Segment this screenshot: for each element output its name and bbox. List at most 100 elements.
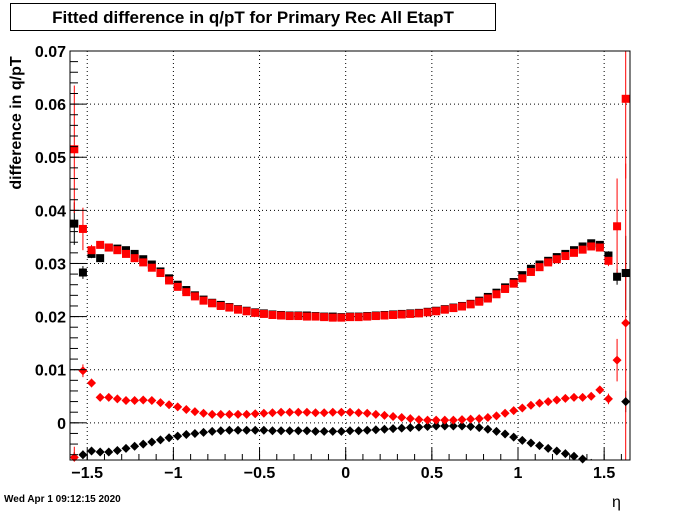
data-point-diamond — [379, 410, 389, 420]
data-point-square — [139, 258, 148, 267]
data-point-square — [346, 313, 354, 322]
data-point-diamond — [311, 426, 321, 436]
data-point-diamond — [379, 424, 389, 434]
data-point-square — [156, 269, 165, 278]
data-point-square — [552, 255, 561, 264]
data-point-diamond — [535, 398, 545, 408]
data-point-diamond — [457, 421, 467, 431]
data-point-square — [526, 267, 535, 276]
data-point-diamond — [207, 409, 217, 419]
data-point-diamond — [155, 435, 165, 445]
data-point-square — [277, 311, 286, 320]
data-point-diamond — [259, 408, 269, 418]
data-point-diamond — [345, 426, 355, 436]
data-point-square — [613, 222, 622, 231]
data-point-diamond — [130, 441, 140, 451]
data-point-diamond — [267, 426, 277, 436]
data-point-diamond — [560, 393, 570, 403]
data-point-diamond — [130, 396, 140, 406]
data-point-diamond — [397, 413, 407, 423]
data-point-diamond — [104, 392, 114, 402]
data-point-diamond — [405, 423, 415, 433]
data-point-diamond — [181, 405, 191, 415]
data-point-diamond — [354, 408, 364, 418]
data-point-square — [371, 312, 380, 321]
data-point-diamond — [112, 445, 122, 455]
data-point-square — [96, 240, 105, 249]
data-point-diamond — [121, 443, 131, 453]
data-point-diamond — [302, 407, 312, 417]
data-point-diamond — [173, 431, 183, 441]
x-tick-label: −1.5 — [71, 465, 103, 482]
data-point-square — [130, 254, 139, 263]
data-point-square — [509, 279, 518, 288]
data-point-diamond — [448, 421, 458, 431]
data-point-diamond — [319, 408, 329, 418]
axes: −1.5 −1 −0.5 0 0.5 1 1.5 0 0.01 0.02 0.03 0.04 0.05 0… — [35, 44, 622, 482]
x-tick-label: −0.5 — [244, 465, 276, 482]
data-point-square — [122, 249, 130, 258]
data-point-diamond — [569, 392, 579, 402]
markers — [69, 94, 631, 464]
data-point-diamond — [466, 414, 476, 424]
data-point-diamond — [440, 415, 450, 425]
data-point-square — [535, 263, 544, 272]
data-point-diamond — [517, 403, 527, 413]
data-point-square — [337, 313, 346, 322]
data-point-diamond — [242, 425, 252, 435]
data-point-diamond — [535, 441, 545, 451]
data-point-diamond — [199, 427, 209, 437]
data-point-diamond — [466, 422, 476, 432]
data-point-diamond — [500, 408, 510, 418]
data-point-square — [251, 308, 260, 317]
data-point-diamond — [552, 446, 562, 456]
data-point-diamond — [190, 428, 200, 438]
data-point-diamond — [155, 398, 165, 408]
data-point-square — [311, 312, 320, 321]
data-point-diamond — [595, 385, 605, 395]
data-point-square — [363, 312, 372, 321]
data-point-diamond — [276, 426, 286, 436]
data-point-square — [320, 313, 329, 322]
x-tick-label: 0 — [341, 465, 350, 482]
y-tick-label: 0 — [57, 416, 66, 433]
data-point-diamond — [112, 394, 122, 404]
data-point-square — [570, 248, 578, 257]
data-point-diamond — [181, 430, 191, 440]
data-point-diamond — [233, 425, 243, 435]
data-point-square — [190, 292, 199, 301]
y-tick-label: 0.07 — [35, 44, 66, 61]
data-point-square — [70, 219, 79, 228]
data-point-square — [595, 243, 604, 252]
data-point-square — [173, 282, 182, 291]
data-point-diamond — [259, 425, 269, 435]
data-point-diamond — [371, 409, 381, 419]
data-point-diamond — [483, 413, 493, 423]
data-point-square — [475, 297, 484, 306]
data-point-diamond — [509, 406, 519, 416]
timestamp: Wed Apr 1 09:12:15 2020 — [4, 494, 121, 505]
data-point-square — [544, 258, 553, 267]
data-point-diamond — [224, 425, 234, 435]
data-point-diamond — [138, 395, 148, 405]
data-point-diamond — [414, 422, 424, 432]
data-point-square — [113, 246, 122, 255]
data-point-square — [165, 276, 174, 285]
data-point-diamond — [207, 426, 217, 436]
data-point-square — [208, 299, 217, 308]
data-point-diamond — [612, 355, 622, 365]
data-point-diamond — [457, 415, 467, 425]
data-point-diamond — [362, 408, 372, 418]
y-tick-label: 0.03 — [35, 256, 66, 273]
data-point-square — [578, 245, 587, 254]
data-point-diamond — [526, 438, 536, 448]
data-point-diamond — [250, 409, 260, 419]
data-point-diamond — [423, 415, 433, 425]
chart-title: Fitted difference in q/pT for Primary Re… — [52, 8, 454, 27]
data-point-diamond — [104, 447, 114, 457]
data-point-diamond — [405, 414, 415, 424]
data-point-square — [440, 305, 449, 314]
data-point-diamond — [95, 447, 105, 457]
data-point-diamond — [440, 421, 450, 431]
data-point-diamond — [311, 408, 321, 418]
